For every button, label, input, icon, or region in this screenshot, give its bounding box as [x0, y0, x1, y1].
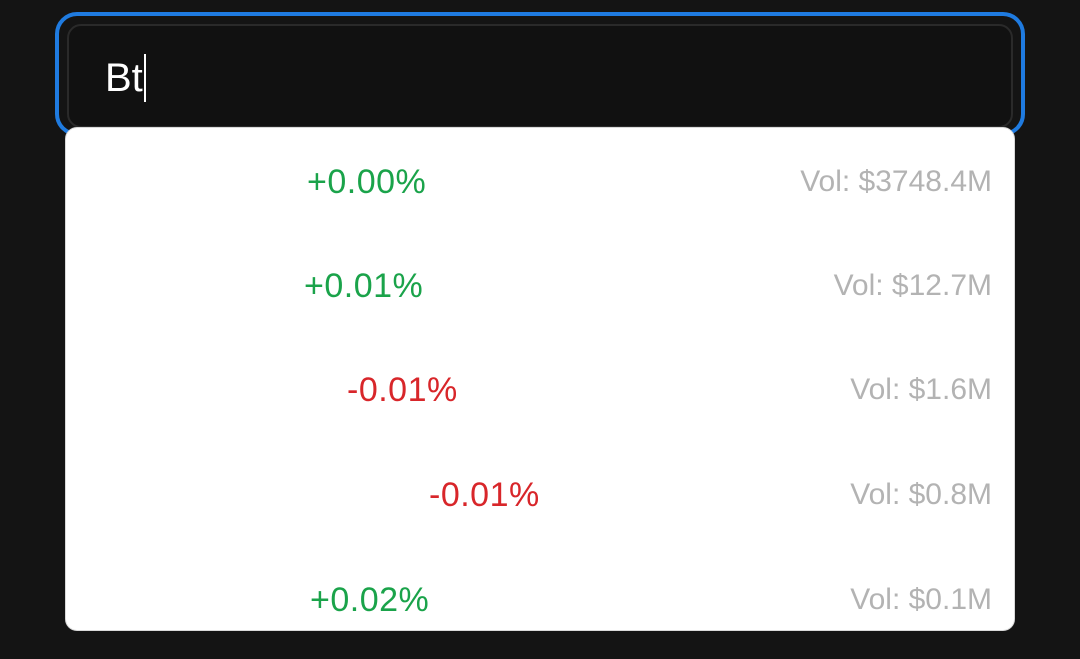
suggestion-item[interactable]: +0.01% Vol: $12.7M [66, 232, 1014, 336]
volume-label: Vol: $3748.4M [800, 165, 992, 198]
text-caret [143, 54, 146, 102]
search-input[interactable]: Bt [67, 24, 1013, 128]
suggestion-item[interactable]: -0.01% Vol: $1.6M [66, 336, 1014, 440]
volume-label: Vol: $0.1M [850, 583, 992, 616]
price-change: -0.01% [347, 371, 458, 409]
suggestion-item[interactable]: +0.00% Vol: $3748.4M [66, 128, 1014, 232]
volume-label: Vol: $12.7M [833, 269, 992, 302]
price-change: +0.02% [310, 581, 430, 619]
price-change: +0.01% [304, 267, 424, 305]
volume-label: Vol: $1.6M [850, 373, 992, 406]
price-change: +0.00% [307, 163, 427, 201]
suggestions-dropdown: +0.00% Vol: $3748.4M +0.01% Vol: $12.7M … [65, 127, 1015, 631]
price-change: -0.01% [429, 476, 540, 514]
search-field-focus-ring[interactable]: Bt [55, 12, 1025, 136]
search-query: Bt [105, 56, 143, 100]
suggestion-item[interactable]: -0.01% Vol: $0.8M [66, 441, 1014, 545]
volume-label: Vol: $0.8M [850, 478, 992, 511]
suggestion-item[interactable]: +0.02% Vol: $0.1M [66, 546, 1014, 630]
search-input-text[interactable]: Bt [105, 54, 146, 102]
